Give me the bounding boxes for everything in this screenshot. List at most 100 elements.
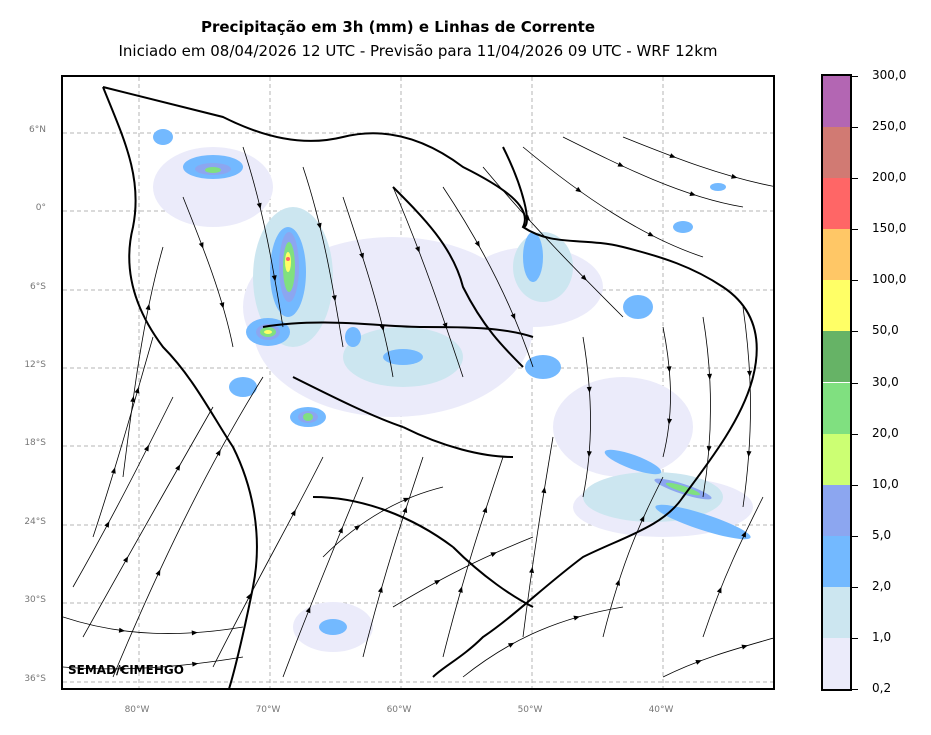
lon-label: 80°W <box>124 705 150 715</box>
colorbar-tick <box>852 178 858 180</box>
colorbar-label: 10,0 <box>872 476 899 491</box>
colorbar-segment <box>823 76 850 128</box>
streamline-arrow <box>316 222 322 230</box>
colorbar-segment <box>823 484 850 536</box>
streamline-arrow <box>457 586 463 593</box>
colorbar-tick <box>852 433 858 435</box>
streamline-arrow <box>377 586 383 593</box>
streamline-arrow <box>145 303 151 311</box>
lon-label: 40°W <box>648 705 674 715</box>
lat-label: 30°S <box>24 595 46 605</box>
streamline-arrow <box>110 467 116 474</box>
colorbar-tick <box>852 229 858 231</box>
streamline-arrow <box>134 387 140 394</box>
streamline-arrow <box>402 506 408 514</box>
streamline-arrow <box>434 579 441 585</box>
colorbar-segment <box>823 127 850 179</box>
streamline-arrow <box>507 642 515 648</box>
streamline-arrow <box>123 556 129 563</box>
colorbar-tick <box>852 280 858 282</box>
lat-label: 6°S <box>30 282 46 292</box>
lat-label: 24°S <box>24 517 46 527</box>
streamline-arrow <box>155 569 161 576</box>
lon-label: 70°W <box>255 705 281 715</box>
colorbar-tick <box>852 382 858 384</box>
colorbar-label: 100,0 <box>872 272 907 287</box>
streamline-arrow <box>490 552 497 557</box>
lon-label: 60°W <box>386 705 412 715</box>
colorbar-label: 50,0 <box>872 323 899 338</box>
streamline-arrow <box>191 630 198 636</box>
colorbar-segment <box>823 178 850 230</box>
streamline-arrow <box>706 445 712 453</box>
colorbar-tick <box>852 127 858 129</box>
streamline-arrow <box>215 449 221 456</box>
colorbar-label: 250,0 <box>872 119 907 134</box>
colorbar-tick <box>852 331 858 333</box>
streamline-arrow <box>541 486 547 494</box>
streamline-arrow <box>379 324 385 332</box>
colorbar-label: 150,0 <box>872 221 907 236</box>
streamline-arrow <box>338 526 343 534</box>
streamline-arrow <box>359 252 364 260</box>
country-boundaries <box>102 86 758 688</box>
colorbar-segment <box>823 535 850 587</box>
streamline-arrow <box>175 464 181 471</box>
lon-label: 50°W <box>517 705 543 715</box>
streamline-arrow <box>586 386 592 393</box>
streamline-arrow <box>143 444 149 452</box>
streamline-arrow <box>639 515 645 523</box>
streamline-arrow <box>669 153 676 158</box>
chart-subtitle: Iniciado em 08/04/2026 12 UTC - Previsão… <box>118 42 718 60</box>
streamline-arrow <box>586 451 592 458</box>
colorbar-label: 1,0 <box>872 629 892 644</box>
colorbar-label: 200,0 <box>872 170 907 185</box>
colorbar-label: 30,0 <box>872 374 899 389</box>
colorbar-segment <box>823 382 850 434</box>
streamline-arrow <box>403 497 410 503</box>
streamline-arrow <box>331 295 337 302</box>
streamline-arrow <box>707 373 713 380</box>
lat-label: 36°S <box>24 674 46 684</box>
colorbar <box>821 74 852 691</box>
streamline-arrow <box>120 666 127 672</box>
chart-title: Precipitação em 3h (mm) e Linhas de Corr… <box>200 18 596 36</box>
streamline-arrow <box>529 566 535 574</box>
streamline-arrow <box>510 313 516 320</box>
colorbar-segment <box>823 229 850 281</box>
streamlines <box>63 136 773 678</box>
streamline-arrow <box>617 161 624 167</box>
colorbar-segment <box>823 637 850 689</box>
colorbar-segment <box>823 331 850 383</box>
streamline-arrow <box>305 606 311 614</box>
streamline-arrow <box>354 525 361 531</box>
colorbar-tick <box>852 637 858 639</box>
streamline-arrow <box>474 240 480 248</box>
lat-label: 0° <box>35 203 46 213</box>
streamline-arrow <box>746 450 752 458</box>
streamline-arrow <box>290 509 296 517</box>
colorbar-label: 2,0 <box>872 578 892 593</box>
streamline-arrow <box>130 395 136 403</box>
colorbar-label: 5,0 <box>872 527 892 542</box>
streamline-arrow <box>575 186 582 193</box>
lat-label: 18°S <box>24 438 46 448</box>
colorbar-label: 20,0 <box>872 425 899 440</box>
colorbar-tick <box>852 76 858 77</box>
colorbar-segment <box>823 433 850 485</box>
streamline-arrow <box>689 191 696 197</box>
map-panel <box>61 75 775 690</box>
streamline-arrow <box>716 586 722 594</box>
colorbar-tick <box>852 689 858 690</box>
streamline-arrow <box>580 274 587 281</box>
map-canvas <box>63 77 773 688</box>
streamline-arrow <box>256 202 262 210</box>
streamline-arrow <box>666 366 672 373</box>
streamline-arrow <box>747 370 753 377</box>
colorbar-tick <box>852 586 858 588</box>
streamline-arrow <box>415 246 420 253</box>
colorbar-segment <box>823 280 850 332</box>
streamline-arrow <box>482 506 488 514</box>
lat-label: 12°S <box>24 360 46 370</box>
colorbar-label: 300,0 <box>872 68 907 82</box>
